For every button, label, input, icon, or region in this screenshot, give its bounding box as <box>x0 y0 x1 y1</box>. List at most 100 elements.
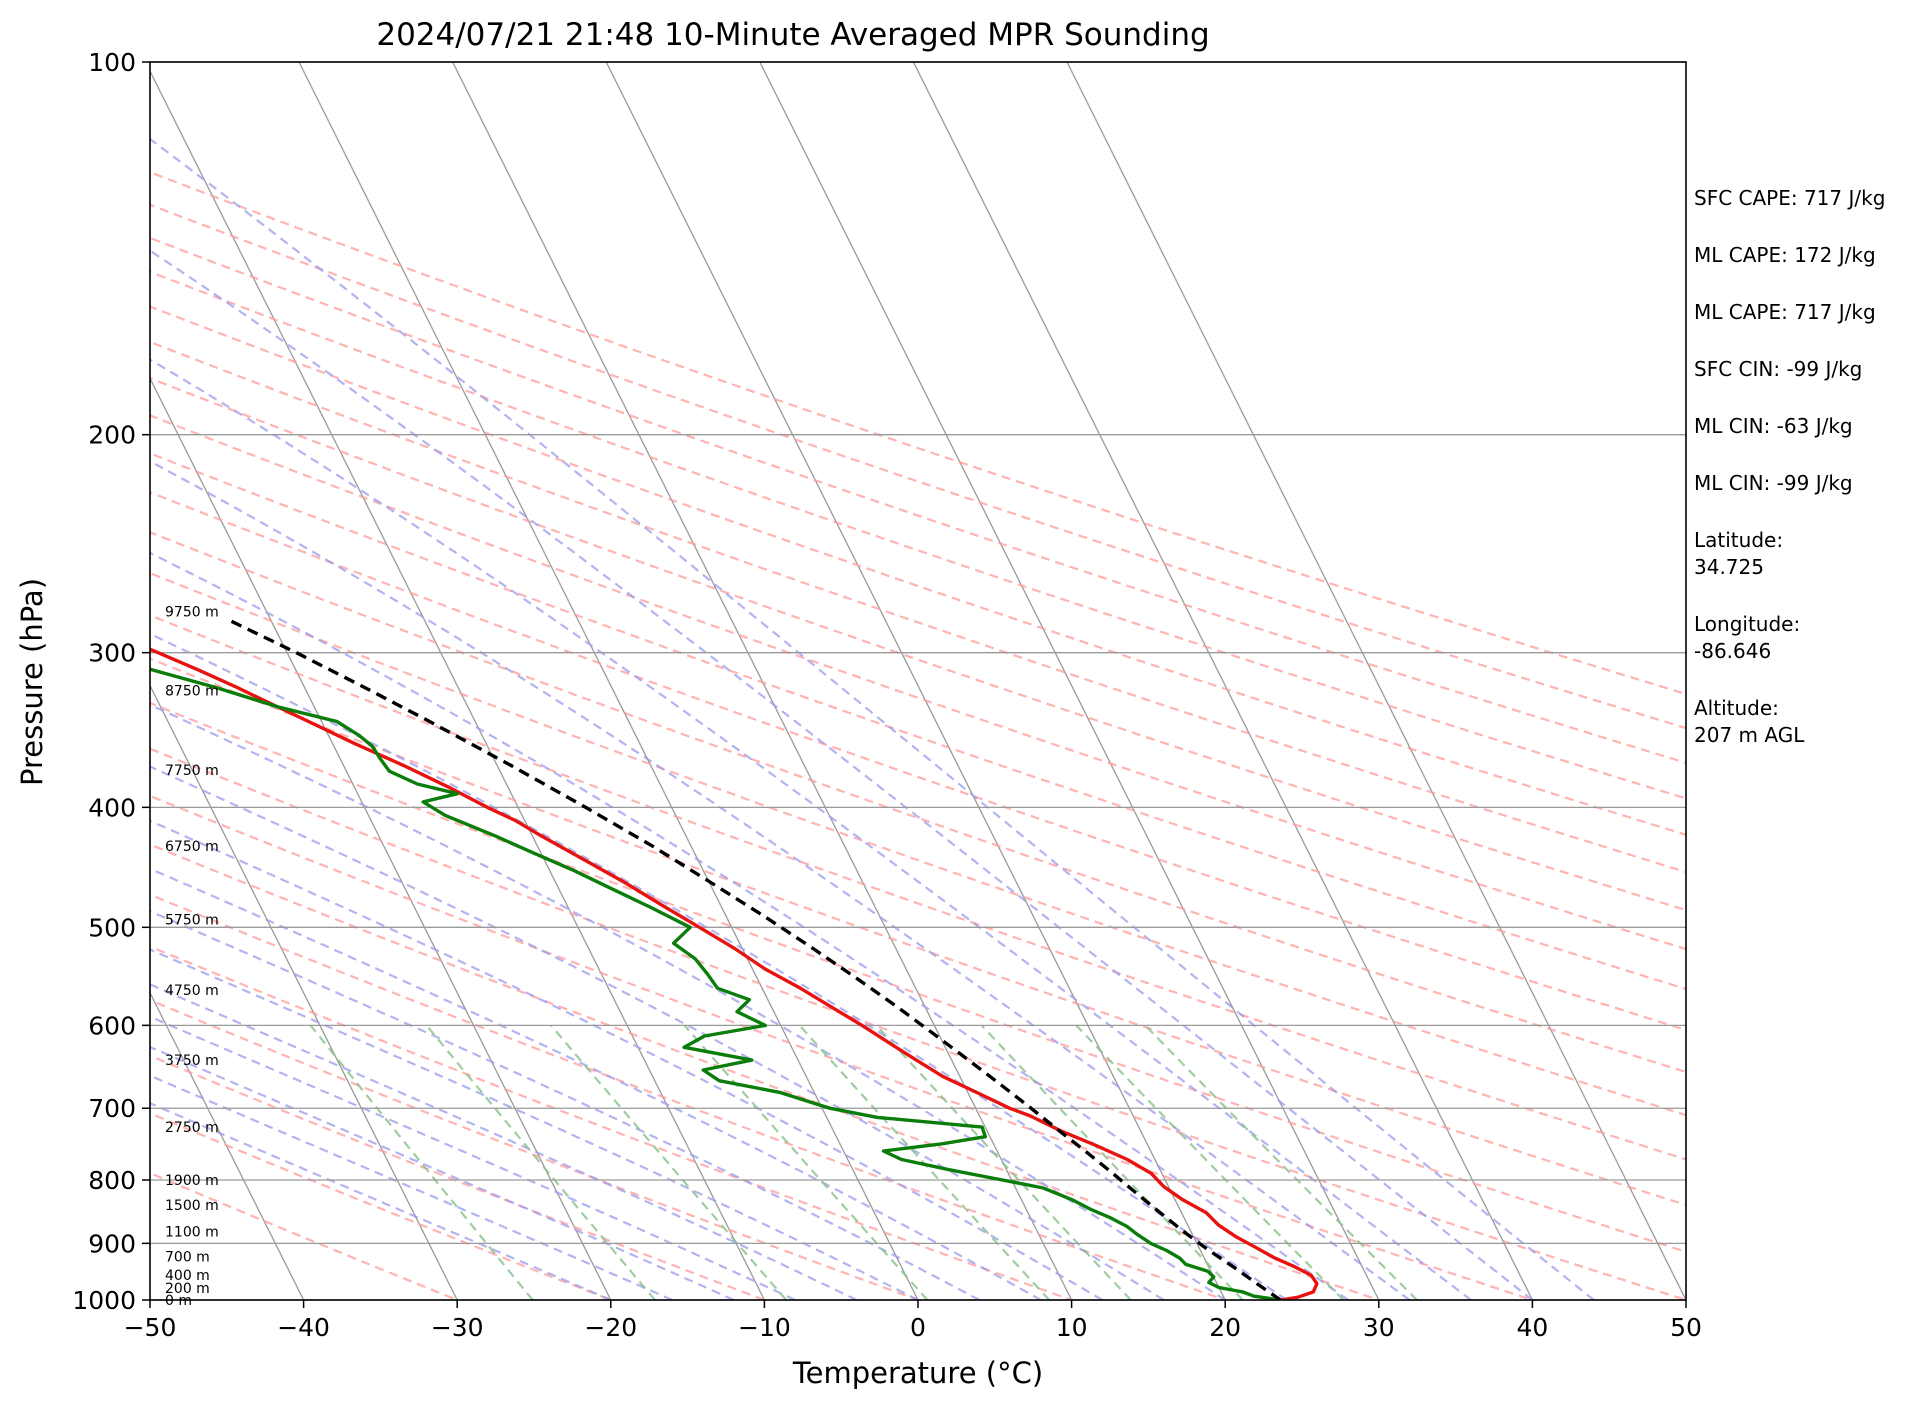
background-lines <box>150 62 1686 1300</box>
isotherm-line <box>912 62 1533 1300</box>
dry-adiabat <box>150 377 1686 912</box>
isotherm-line <box>298 62 919 1300</box>
moist-adiabat <box>150 1045 735 1300</box>
y-tick-label: 600 <box>88 1011 136 1040</box>
moist-adiabat <box>150 765 1165 1300</box>
dry-adiabat <box>150 893 1229 1300</box>
x-tick-label: 50 <box>1670 1313 1702 1342</box>
dry-adiabat <box>150 614 1686 1161</box>
info-line: ML CAPE: 172 J/kg <box>1694 243 1876 267</box>
height-label: 1900 m <box>165 1173 219 1189</box>
height-label: 1500 m <box>165 1198 219 1214</box>
y-tick-label: 1000 <box>72 1286 136 1315</box>
mixing-ratio-line <box>1144 1024 1418 1300</box>
isobars <box>150 61 1686 1301</box>
moist-adiabat <box>150 249 1534 1300</box>
isotherm-line <box>759 62 1380 1300</box>
parcel-line <box>226 617 1282 1300</box>
x-tick-label: 40 <box>1516 1313 1548 1342</box>
isotherm-line <box>150 684 458 1300</box>
x-tick-label: −50 <box>124 1313 177 1342</box>
y-tick-label: 500 <box>88 913 136 942</box>
profiles <box>150 617 1319 1300</box>
dry-adiabat <box>150 1112 614 1300</box>
dry-adiabat <box>150 340 1686 874</box>
y-axis-label: Pressure (hPa) <box>15 578 49 786</box>
isotherm-line <box>150 991 305 1300</box>
y-tick-label: 900 <box>88 1229 136 1258</box>
info-panel: SFC CAPE: 717 J/kg ML CAPE: 172 J/kg ML CA… <box>1694 185 1919 779</box>
temperature-line <box>150 647 1319 1300</box>
x-tick-label: 0 <box>910 1313 926 1342</box>
y-tick-label: 700 <box>88 1094 136 1123</box>
info-line: ML CIN: -99 J/kg <box>1694 471 1853 495</box>
x-tick-label: 20 <box>1209 1313 1241 1342</box>
x-tick-label: 10 <box>1056 1313 1088 1342</box>
moist-adiabat <box>150 358 1472 1300</box>
dry-adiabat <box>150 794 1536 1300</box>
x-tick-label: −40 <box>277 1313 330 1342</box>
height-label: 700 m <box>165 1249 210 1265</box>
info-line: ML CAPE: 717 J/kg <box>1694 300 1876 324</box>
height-label: 3750 m <box>165 1053 219 1069</box>
dry-adiabat <box>150 270 1686 800</box>
info-line: ML CIN: -63 J/kg <box>1694 414 1853 438</box>
moist-adiabat <box>150 948 919 1300</box>
moist-adiabat <box>150 819 1103 1300</box>
mixing-ratio-line <box>1075 1024 1345 1300</box>
chart-title: 2024/07/21 21:48 10-Minute Averaged MPR … <box>376 17 1209 53</box>
height-label: 1100 m <box>165 1224 219 1240</box>
dry-adiabat <box>150 701 1686 1253</box>
mixing-ratio-line <box>550 1024 788 1300</box>
mixing-ratio-line <box>980 1024 1244 1300</box>
dry-adiabat <box>150 414 1686 951</box>
y-tick-label: 300 <box>88 639 136 668</box>
moist-adiabat <box>150 460 1411 1300</box>
dry-adiabat <box>150 531 1686 1074</box>
isotherm-line <box>150 69 765 1300</box>
moist-adiabat <box>150 551 1349 1300</box>
x-tick-label: −10 <box>738 1313 791 1342</box>
info-line: SFC CAPE: 717 J/kg <box>1694 186 1886 210</box>
dry-adiabat <box>150 305 1686 836</box>
moist-adiabat <box>150 1015 796 1300</box>
x-tick-label: 30 <box>1363 1313 1395 1342</box>
height-label: 6750 m <box>165 839 219 855</box>
info-line: Altitude: 207 m AGL <box>1694 696 1805 747</box>
x-tick-label: −20 <box>584 1313 637 1342</box>
dry-adiabat <box>150 1171 461 1300</box>
isotherm-line <box>1066 62 1686 1300</box>
info-line: Longitude: -86.646 <box>1694 612 1801 663</box>
dry-adiabat <box>150 945 1075 1300</box>
dry-adiabat <box>150 747 1686 1300</box>
height-label: 4750 m <box>165 983 219 999</box>
dry-adiabat <box>150 452 1686 991</box>
mixing-ratio-line <box>875 1024 1132 1300</box>
dry-adiabat <box>150 491 1686 1032</box>
height-label: 2750 m <box>165 1120 219 1136</box>
y-tick-label: 100 <box>88 48 136 77</box>
moist-adiabat <box>150 867 1042 1300</box>
height-label: 0 m <box>165 1293 192 1309</box>
height-label: 200 m <box>165 1281 210 1297</box>
dry-adiabat <box>150 171 1686 696</box>
info-line: Latitude: 34.725 <box>1694 528 1784 579</box>
x-axis-label: Temperature (°C) <box>792 1356 1043 1390</box>
isotherm-line <box>150 376 612 1300</box>
y-tick-label: 400 <box>88 793 136 822</box>
plot-frame <box>149 61 1687 1301</box>
height-label: 7750 m <box>165 763 219 779</box>
isotherm-line <box>605 62 1226 1300</box>
dry-adiabat <box>150 998 922 1300</box>
dry-adiabat <box>150 571 1686 1117</box>
height-label: 5750 m <box>165 913 219 929</box>
mixing-ratio-line <box>798 1024 1051 1300</box>
dry-adiabat <box>150 203 1686 730</box>
info-line: SFC CIN: -99 J/kg <box>1694 357 1863 381</box>
dewpoint-line <box>150 667 1281 1300</box>
height-label: 8750 m <box>165 684 219 700</box>
mixing-ratio-line <box>425 1024 656 1300</box>
dry-adiabat <box>150 236 1686 764</box>
